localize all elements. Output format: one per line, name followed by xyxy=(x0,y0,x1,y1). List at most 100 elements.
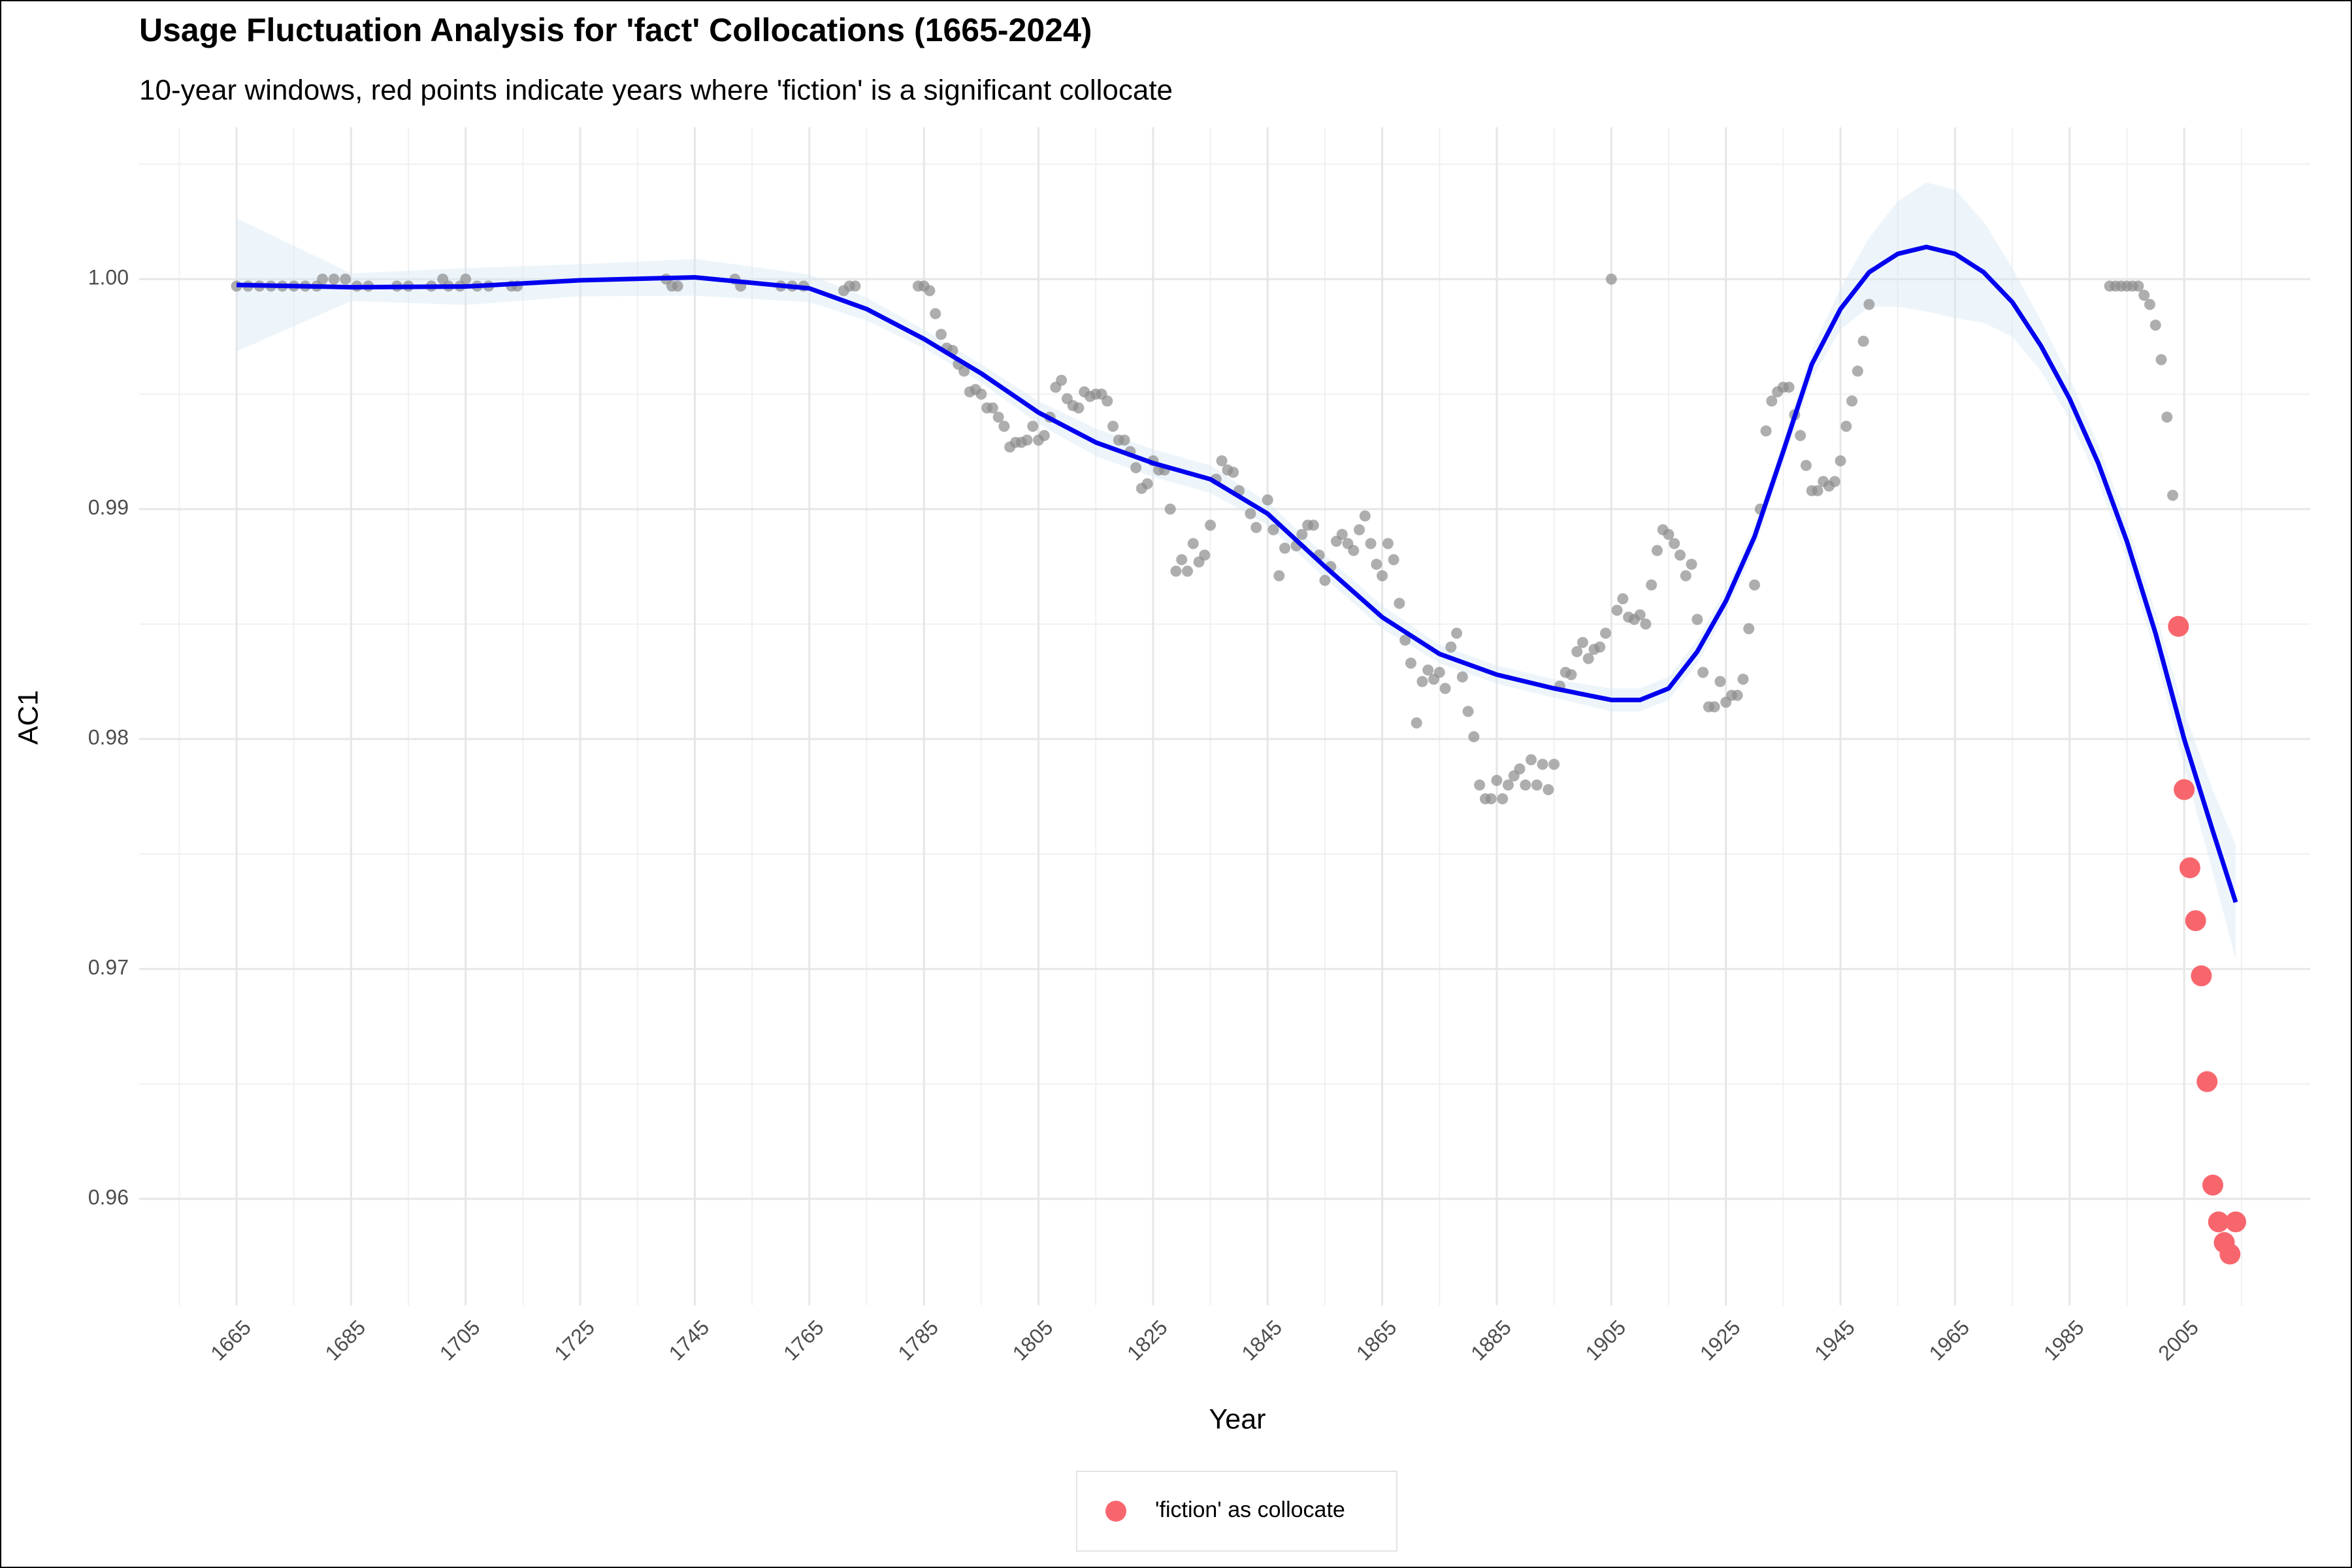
y-tick-label: 0.97 xyxy=(88,956,129,979)
point xyxy=(1336,529,1348,540)
point xyxy=(328,273,340,285)
highlight-point xyxy=(2202,1174,2223,1196)
highlight-point xyxy=(2225,1211,2247,1233)
y-axis-title: AC1 xyxy=(12,690,44,745)
panel xyxy=(139,127,2310,1305)
legend: 'fiction' as collocate xyxy=(1076,1471,1397,1552)
point xyxy=(1307,519,1319,531)
point xyxy=(1056,374,1068,386)
point xyxy=(1399,634,1411,646)
point xyxy=(1319,574,1331,586)
point xyxy=(1119,434,1130,446)
point xyxy=(1714,676,1726,687)
point xyxy=(2167,489,2179,501)
point xyxy=(1296,529,1308,540)
point xyxy=(1205,519,1217,531)
point xyxy=(1182,565,1194,577)
point xyxy=(460,273,472,285)
point xyxy=(1543,784,1554,796)
point xyxy=(1187,538,1199,549)
point xyxy=(2144,299,2156,310)
point xyxy=(1176,554,1188,566)
point xyxy=(1605,273,1617,285)
point xyxy=(1708,701,1720,713)
point xyxy=(1548,759,1560,770)
point xyxy=(1691,613,1703,625)
point xyxy=(672,280,683,292)
point xyxy=(1565,669,1577,681)
highlight-point xyxy=(2179,857,2200,879)
point xyxy=(1829,476,1840,487)
point xyxy=(1835,455,1846,466)
point xyxy=(340,273,351,285)
point xyxy=(1456,671,1468,683)
point xyxy=(1445,641,1457,653)
point xyxy=(1394,598,1405,610)
y-tick-label: 0.99 xyxy=(88,496,129,519)
point xyxy=(1594,641,1606,653)
point xyxy=(1520,779,1531,791)
point xyxy=(1250,521,1262,533)
plot xyxy=(231,182,2247,1265)
highlight-point xyxy=(2191,965,2212,987)
chart-title: Usage Fluctuation Analysis for 'fact' Co… xyxy=(139,12,1092,48)
point xyxy=(1669,538,1680,549)
point xyxy=(1731,689,1743,701)
point xyxy=(1840,421,1852,433)
point xyxy=(958,365,970,377)
point xyxy=(1021,434,1033,446)
point xyxy=(992,411,1004,423)
point xyxy=(935,329,947,340)
point xyxy=(1686,559,1697,570)
point xyxy=(1468,731,1480,743)
point xyxy=(1571,645,1583,657)
x-axis-title: Year xyxy=(1209,1403,1266,1435)
point xyxy=(1600,627,1612,639)
point xyxy=(1646,579,1658,591)
point xyxy=(1680,570,1691,581)
y-tick-label: 0.96 xyxy=(88,1186,129,1209)
point xyxy=(1531,779,1543,791)
point xyxy=(1526,754,1537,766)
point xyxy=(1634,609,1646,621)
point xyxy=(1228,466,1239,478)
point xyxy=(1800,459,1812,471)
point xyxy=(1359,510,1371,522)
legend-label: 'fiction' as collocate xyxy=(1155,1497,1345,1522)
point xyxy=(1749,579,1761,591)
highlight-point xyxy=(2168,615,2189,637)
point xyxy=(1388,554,1399,566)
point xyxy=(2132,280,2144,292)
point xyxy=(1273,570,1285,581)
point xyxy=(317,273,329,285)
point xyxy=(1503,779,1514,791)
point xyxy=(1766,395,1778,407)
point xyxy=(2155,353,2167,365)
point xyxy=(1354,524,1365,536)
point xyxy=(1674,549,1686,561)
point xyxy=(1497,793,1509,805)
point xyxy=(1262,494,1273,506)
point xyxy=(1852,365,1863,377)
point xyxy=(1422,664,1434,676)
point xyxy=(1537,759,1548,770)
point xyxy=(1812,485,1823,497)
point xyxy=(1514,763,1526,775)
point xyxy=(1102,395,1113,407)
point xyxy=(1433,666,1445,678)
y-tick-label: 0.98 xyxy=(88,726,129,749)
point xyxy=(1474,779,1486,791)
point xyxy=(1863,299,1875,310)
highlight-point xyxy=(2208,1211,2229,1233)
point xyxy=(2161,411,2173,423)
point xyxy=(1857,335,1869,347)
point xyxy=(930,308,941,319)
point xyxy=(1038,430,1050,442)
point xyxy=(1846,395,1858,407)
point xyxy=(1107,421,1119,433)
point xyxy=(924,285,936,297)
point xyxy=(1377,570,1388,581)
